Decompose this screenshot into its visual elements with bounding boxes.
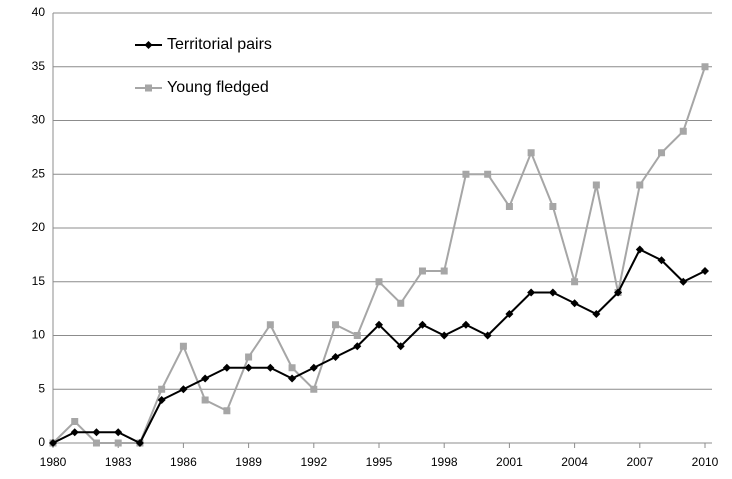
marker [158, 385, 166, 393]
x-tick-label: 2007 [626, 455, 653, 469]
legend-label: Territorial pairs [167, 36, 272, 53]
y-tick-label: 35 [32, 59, 46, 73]
x-tick-label: 2010 [692, 455, 719, 469]
x-tick-label: 1986 [170, 455, 197, 469]
marker [353, 332, 361, 339]
marker [179, 342, 187, 350]
legend-marker [145, 84, 152, 92]
marker [157, 396, 166, 404]
y-tick-label: 15 [32, 274, 46, 288]
marker [222, 363, 231, 372]
marker [418, 320, 427, 329]
marker [135, 439, 144, 447]
x-tick-label: 1998 [431, 455, 458, 469]
marker [592, 310, 601, 318]
marker [71, 418, 79, 425]
y-tick-label: 5 [38, 381, 45, 395]
y-tick-label: 40 [32, 5, 46, 19]
marker [418, 267, 426, 275]
series-line [52, 66, 706, 444]
x-tick-label: 2001 [496, 455, 523, 469]
marker [92, 439, 100, 447]
marker [461, 320, 470, 329]
marker [571, 278, 579, 286]
marker [462, 170, 470, 178]
marker [592, 181, 600, 189]
marker [657, 256, 666, 265]
marker [505, 203, 513, 210]
marker [548, 288, 557, 297]
x-tick-label: 1983 [105, 455, 132, 469]
marker [636, 181, 644, 189]
marker [701, 63, 709, 71]
x-tick-label: 1980 [40, 455, 67, 469]
marker [679, 277, 688, 286]
marker [310, 385, 318, 393]
marker [375, 320, 383, 329]
marker [288, 364, 296, 372]
marker [549, 203, 557, 210]
marker [440, 267, 448, 275]
marker [527, 149, 535, 157]
marker [114, 439, 122, 447]
marker [658, 149, 666, 157]
x-tick-label: 1989 [235, 455, 262, 469]
marker [201, 374, 210, 383]
marker [309, 363, 318, 372]
marker [635, 245, 644, 254]
marker [245, 353, 253, 361]
marker [114, 428, 123, 437]
legend-marker [144, 41, 153, 49]
marker [266, 363, 275, 372]
marker [353, 342, 362, 351]
y-tick-label: 0 [38, 435, 45, 449]
marker [266, 321, 274, 329]
marker [440, 331, 449, 340]
x-tick-label: 1992 [300, 455, 327, 469]
marker [483, 331, 492, 340]
marker [614, 288, 623, 297]
marker [244, 363, 253, 372]
marker [570, 299, 579, 308]
y-tick-label: 30 [32, 113, 46, 127]
marker [375, 278, 383, 286]
marker [331, 353, 340, 361]
marker [223, 407, 231, 415]
marker [484, 170, 492, 178]
marker [49, 439, 57, 447]
legend-label: Young fledged [167, 79, 269, 96]
marker [70, 428, 79, 437]
marker [397, 299, 405, 307]
marker [201, 396, 209, 404]
y-tick-label: 25 [32, 166, 46, 180]
y-tick-label: 10 [32, 328, 46, 342]
x-tick-label: 1995 [366, 455, 393, 469]
marker [527, 288, 536, 297]
marker [179, 385, 188, 394]
marker [505, 310, 514, 318]
marker [396, 342, 405, 351]
marker [701, 267, 709, 275]
y-tick-label: 20 [32, 220, 46, 234]
x-tick-label: 2004 [561, 455, 588, 469]
marker [679, 127, 687, 135]
marker [332, 321, 340, 329]
marker [92, 428, 101, 437]
marker [288, 374, 297, 383]
